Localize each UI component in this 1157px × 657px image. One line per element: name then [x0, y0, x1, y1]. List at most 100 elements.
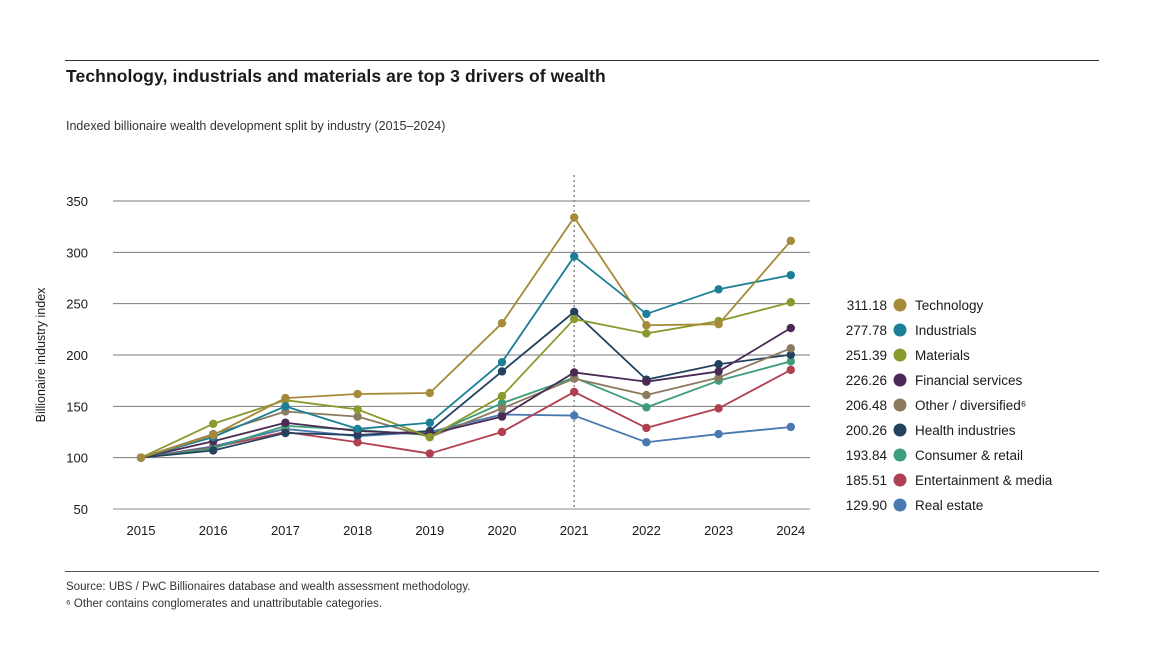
data-point [642, 377, 651, 386]
data-point [642, 309, 651, 319]
legend-swatch [893, 498, 907, 512]
series-entertainment-media [136, 365, 795, 462]
data-point [353, 405, 362, 414]
y-axis-label: Billionaire industry index [34, 287, 48, 423]
y-tick-label: 350 [66, 194, 88, 209]
legend-label: Real estate [915, 498, 983, 513]
top-rule [65, 60, 1099, 61]
legend-value: 251.39 [846, 348, 887, 363]
y-tick-label: 100 [66, 451, 88, 466]
data-point [425, 388, 434, 398]
data-point [714, 373, 723, 382]
legend-value: 200.26 [846, 423, 887, 438]
chart-subtitle: Indexed billionaire wealth development s… [66, 119, 446, 133]
series-consumer-retail [136, 357, 795, 462]
legend-label: Consumer & retail [915, 448, 1023, 463]
legend-label: Entertainment & media [915, 473, 1053, 488]
legend: 311.18 Technology 277.78 Industrials 251.39 M… [846, 298, 1053, 513]
data-point [642, 390, 651, 400]
data-point [570, 374, 579, 383]
data-point [281, 418, 290, 427]
legend-item: 251.39 Materials [846, 348, 970, 363]
y-tick-label: 50 [74, 502, 88, 517]
series-line [140, 347, 792, 459]
legend-swatch [893, 473, 907, 487]
source-note: Source: UBS / PwC Billionaires database … [66, 581, 471, 593]
data-point [281, 402, 290, 411]
x-tick-label: 2022 [632, 523, 661, 538]
legend-swatch [893, 298, 907, 312]
series-line [140, 360, 792, 459]
data-point [353, 438, 362, 447]
data-point [497, 318, 507, 328]
data-point [136, 453, 146, 462]
x-tick-label: 2021 [560, 523, 589, 538]
data-point [642, 329, 651, 338]
legend-label: Materials [915, 348, 970, 363]
data-point [786, 422, 795, 432]
data-point [570, 368, 579, 377]
data-point [786, 357, 795, 366]
data-point [786, 236, 795, 246]
series-line [140, 216, 792, 459]
data-point [786, 344, 795, 353]
x-tick-label: 2017 [271, 523, 300, 538]
data-point [570, 252, 579, 261]
data-point [714, 320, 723, 329]
legend-value: 277.78 [846, 323, 887, 338]
data-point [786, 270, 795, 280]
data-point [786, 298, 795, 307]
legend-item: 206.48 Other / diversified⁶ [846, 398, 1027, 413]
legend-item: 193.84 Consumer & retail [846, 448, 1023, 463]
data-point [786, 323, 795, 333]
legend-value: 206.48 [846, 398, 887, 413]
series-technology [136, 213, 795, 462]
legend-value: 311.18 [847, 298, 887, 313]
series-industrials [136, 252, 795, 462]
legend-swatch [893, 423, 907, 437]
data-point [570, 314, 579, 324]
data-point [497, 412, 507, 421]
data-point [570, 213, 579, 222]
series-line [140, 255, 791, 459]
data-point [714, 404, 723, 413]
series-line [140, 310, 791, 459]
series-line [140, 301, 792, 459]
x-tick-label: 2016 [199, 523, 228, 538]
legend-item: 311.18 Technology [847, 298, 984, 313]
legend-value: 185.51 [846, 473, 887, 488]
data-point [497, 391, 507, 401]
bottom-rule [65, 571, 1099, 572]
legend-swatch [893, 398, 907, 412]
legend-value: 193.84 [846, 448, 888, 463]
data-point [425, 432, 434, 442]
chart-title: Technology, industrials and materials ar… [66, 66, 606, 86]
y-tick-label: 250 [66, 297, 88, 312]
legend-item: 129.90 Real estate [846, 498, 984, 513]
x-tick-label: 2019 [415, 523, 444, 538]
data-point [714, 429, 723, 439]
data-point [714, 285, 723, 294]
x-tick-label: 2023 [704, 523, 733, 538]
data-point [642, 403, 651, 412]
legend-value: 129.90 [846, 498, 887, 513]
x-tick-label: 2020 [488, 523, 517, 538]
legend-label: Other / diversified⁶ [915, 398, 1026, 413]
data-point [497, 357, 507, 367]
series-line [140, 369, 792, 459]
gridlines [113, 200, 810, 510]
data-point [281, 428, 290, 438]
x-tick-label: 2024 [776, 523, 805, 538]
data-point [281, 393, 290, 403]
data-point [714, 367, 723, 376]
data-point [642, 438, 651, 447]
y-tick-label: 150 [66, 399, 88, 414]
data-point [209, 430, 218, 440]
data-point [497, 367, 507, 376]
data-point [642, 423, 651, 433]
data-point [786, 350, 795, 359]
legend-value: 226.26 [846, 373, 887, 388]
data-point [570, 307, 579, 317]
data-point [209, 419, 218, 428]
